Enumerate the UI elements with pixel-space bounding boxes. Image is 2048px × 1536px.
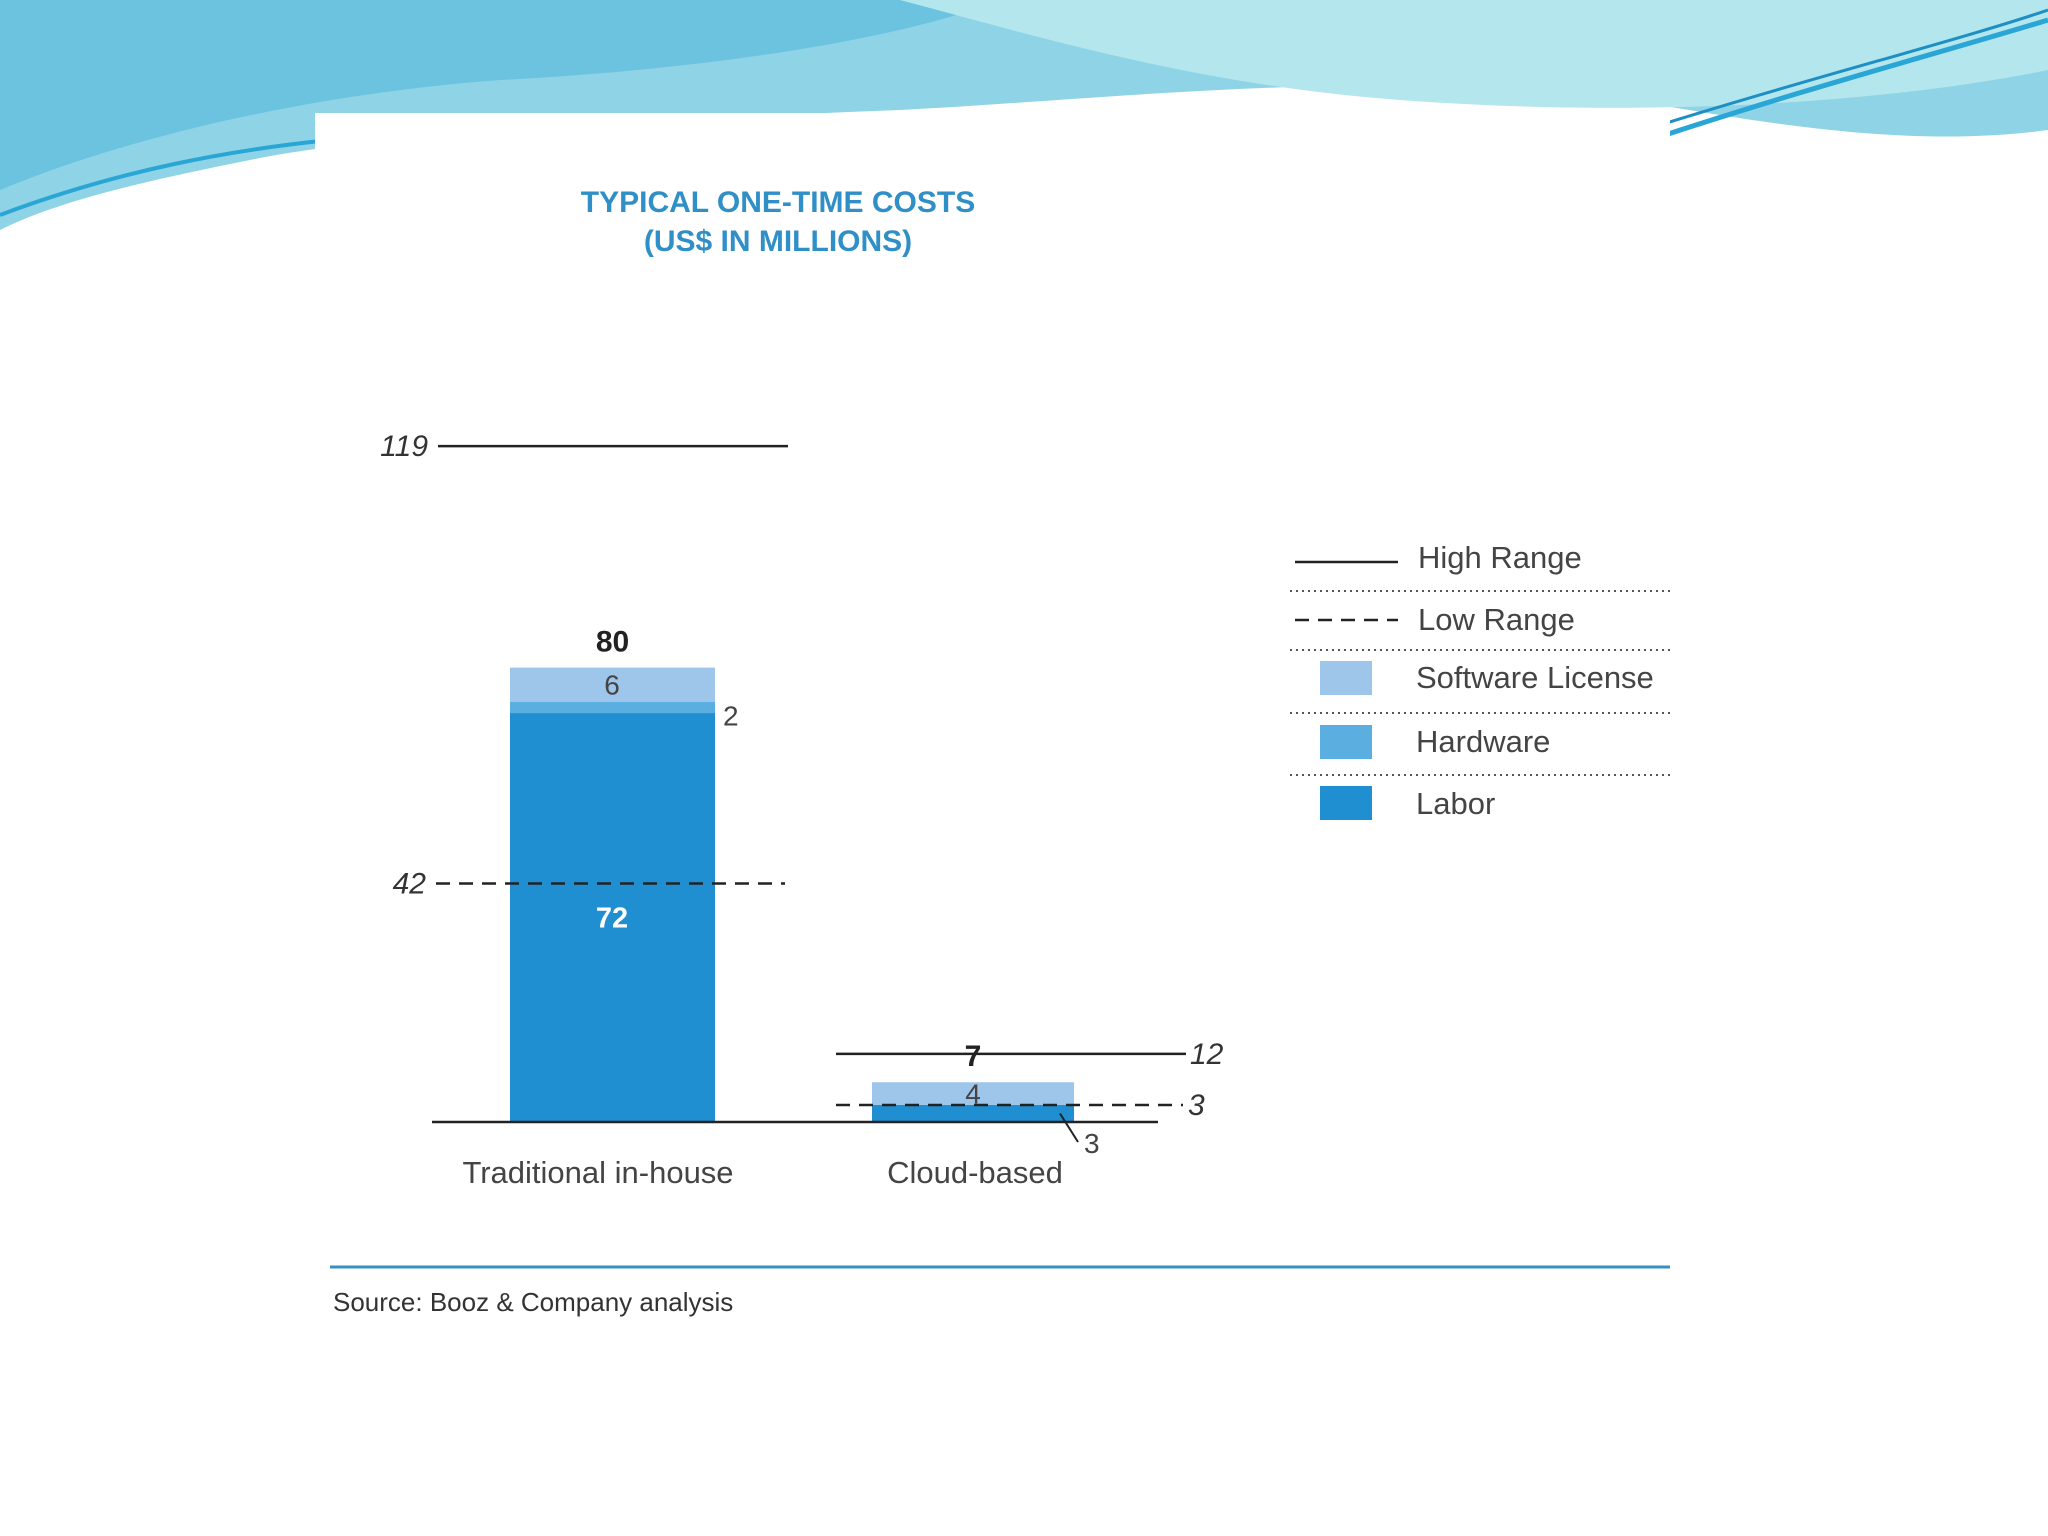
chart-subtitle: (US$ IN MILLIONS) bbox=[644, 225, 912, 258]
legend-label-software-license: Software License bbox=[1416, 660, 1654, 695]
source-note: Source: Booz & Company analysis bbox=[333, 1287, 733, 1317]
legend-swatch-hardware bbox=[1320, 725, 1372, 759]
bar-total-label-traditional: 80 bbox=[596, 626, 629, 659]
bar-segment-traditional-hardware bbox=[510, 701, 715, 714]
segment-label-cloud-labor: 3 bbox=[1084, 1128, 1100, 1159]
bar-segment-traditional-software-license bbox=[510, 667, 715, 702]
header-wave-decoration bbox=[0, 0, 2048, 230]
legend-swatch-software-license bbox=[1320, 661, 1372, 695]
segment-leader-cloud-labor bbox=[1059, 1112, 1079, 1143]
segment-label-traditional-labor: 72 bbox=[596, 903, 628, 935]
segment-label-cloud-software-license: 4 bbox=[965, 1079, 981, 1110]
bar-total-label-cloud: 7 bbox=[965, 1040, 982, 1073]
segment-label-traditional-hardware: 2 bbox=[723, 700, 739, 731]
high-range-label-traditional: 119 bbox=[380, 430, 428, 463]
legend: High Range Low Range Software License Ha… bbox=[1290, 540, 1670, 821]
bar-segment-cloud-labor bbox=[872, 1104, 1074, 1122]
category-label-traditional: Traditional in-house bbox=[462, 1155, 733, 1190]
legend-swatch-labor bbox=[1320, 786, 1372, 820]
bars-group: 80 7 72 6 2 4 3 bbox=[510, 626, 1100, 1159]
legend-label-labor: Labor bbox=[1416, 786, 1495, 821]
low-range-label-traditional: 42 bbox=[393, 867, 427, 900]
segment-label-traditional-software-license: 6 bbox=[604, 670, 620, 701]
chart-title: TYPICAL ONE-TIME COSTS bbox=[581, 186, 975, 219]
category-label-cloud: Cloud-based bbox=[887, 1155, 1063, 1190]
legend-label-low-range: Low Range bbox=[1418, 602, 1575, 637]
bar-segment-traditional-labor bbox=[510, 713, 715, 1122]
legend-label-hardware: Hardware bbox=[1416, 724, 1550, 759]
legend-label-high-range: High Range bbox=[1418, 540, 1582, 575]
high-range-label-cloud: 12 bbox=[1190, 1038, 1224, 1071]
low-range-label-cloud: 3 bbox=[1188, 1089, 1205, 1122]
bar-segment-cloud-software-license bbox=[872, 1082, 1074, 1105]
